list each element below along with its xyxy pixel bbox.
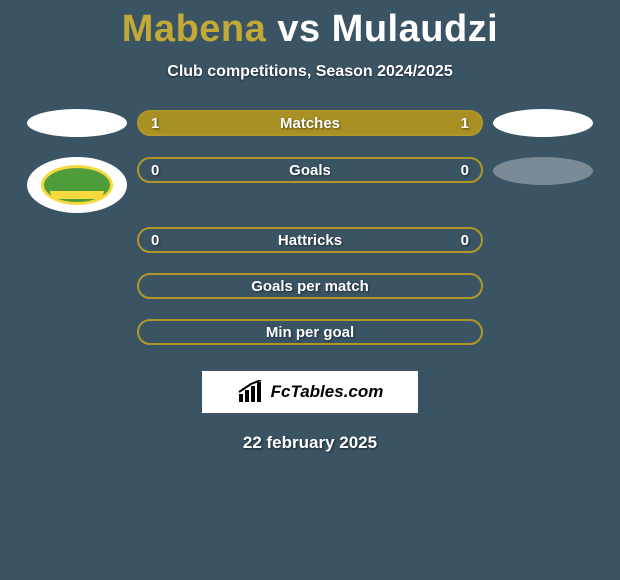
widget-container: Mabena vs Mulaudzi Club competitions, Se… <box>0 0 620 453</box>
branding-box[interactable]: FcTables.com <box>202 371 418 413</box>
stat-label: Min per goal <box>151 324 469 341</box>
stat-label: Goals per match <box>151 278 469 295</box>
bar-col: 1 Matches 1 <box>137 110 483 136</box>
team2-placeholder-icon <box>493 157 593 185</box>
stat-bar-goals: 0 Goals 0 <box>137 157 483 183</box>
stat-bar-gpm: Goals per match <box>137 273 483 299</box>
stat-left-value: 1 <box>151 115 159 132</box>
stat-row-mpg: Min per goal <box>0 319 620 345</box>
subtitle: Club competitions, Season 2024/2025 <box>167 63 452 81</box>
branding-text: FcTables.com <box>271 382 384 402</box>
stat-right-value: 1 <box>461 115 469 132</box>
stat-bar-mpg: Min per goal <box>137 319 483 345</box>
stat-row-gpm: Goals per match <box>0 273 620 299</box>
left-badge-col <box>17 157 137 213</box>
team-badge-inner <box>41 165 113 205</box>
left-badge-col <box>17 109 137 137</box>
stat-bar-hattricks: 0 Hattricks 0 <box>137 227 483 253</box>
vs-separator: vs <box>277 8 320 50</box>
right-badge-col <box>483 157 603 185</box>
stat-row-hattricks: 0 Hattricks 0 <box>0 227 620 253</box>
stat-label: Matches <box>280 115 340 132</box>
stat-row-goals: 0 Goals 0 <box>0 157 620 213</box>
right-badge-col <box>483 109 603 137</box>
bar-col: Goals per match <box>137 273 483 299</box>
stat-left-value: 0 <box>151 232 159 249</box>
player2-placeholder-icon <box>493 109 593 137</box>
stat-label: Goals <box>289 162 331 179</box>
player1-placeholder-icon <box>27 109 127 137</box>
bar-col: 0 Hattricks 0 <box>137 227 483 253</box>
stat-right-value: 0 <box>461 162 469 179</box>
stat-label: Hattricks <box>278 232 342 249</box>
stat-bar-matches: 1 Matches 1 <box>137 110 483 136</box>
stat-row-matches: 1 Matches 1 <box>0 109 620 137</box>
team-badge-icon <box>27 157 127 213</box>
date-label: 22 february 2025 <box>243 433 377 453</box>
stat-right-value: 0 <box>461 232 469 249</box>
page-title: Mabena vs Mulaudzi <box>122 8 498 51</box>
team-badge-stripe <box>50 191 104 199</box>
player1-name: Mabena <box>122 8 266 50</box>
bar-col: 0 Goals 0 <box>137 157 483 183</box>
stat-left-value: 0 <box>151 162 159 179</box>
chart-icon <box>237 380 265 404</box>
bar-col: Min per goal <box>137 319 483 345</box>
player2-name: Mulaudzi <box>332 8 499 50</box>
